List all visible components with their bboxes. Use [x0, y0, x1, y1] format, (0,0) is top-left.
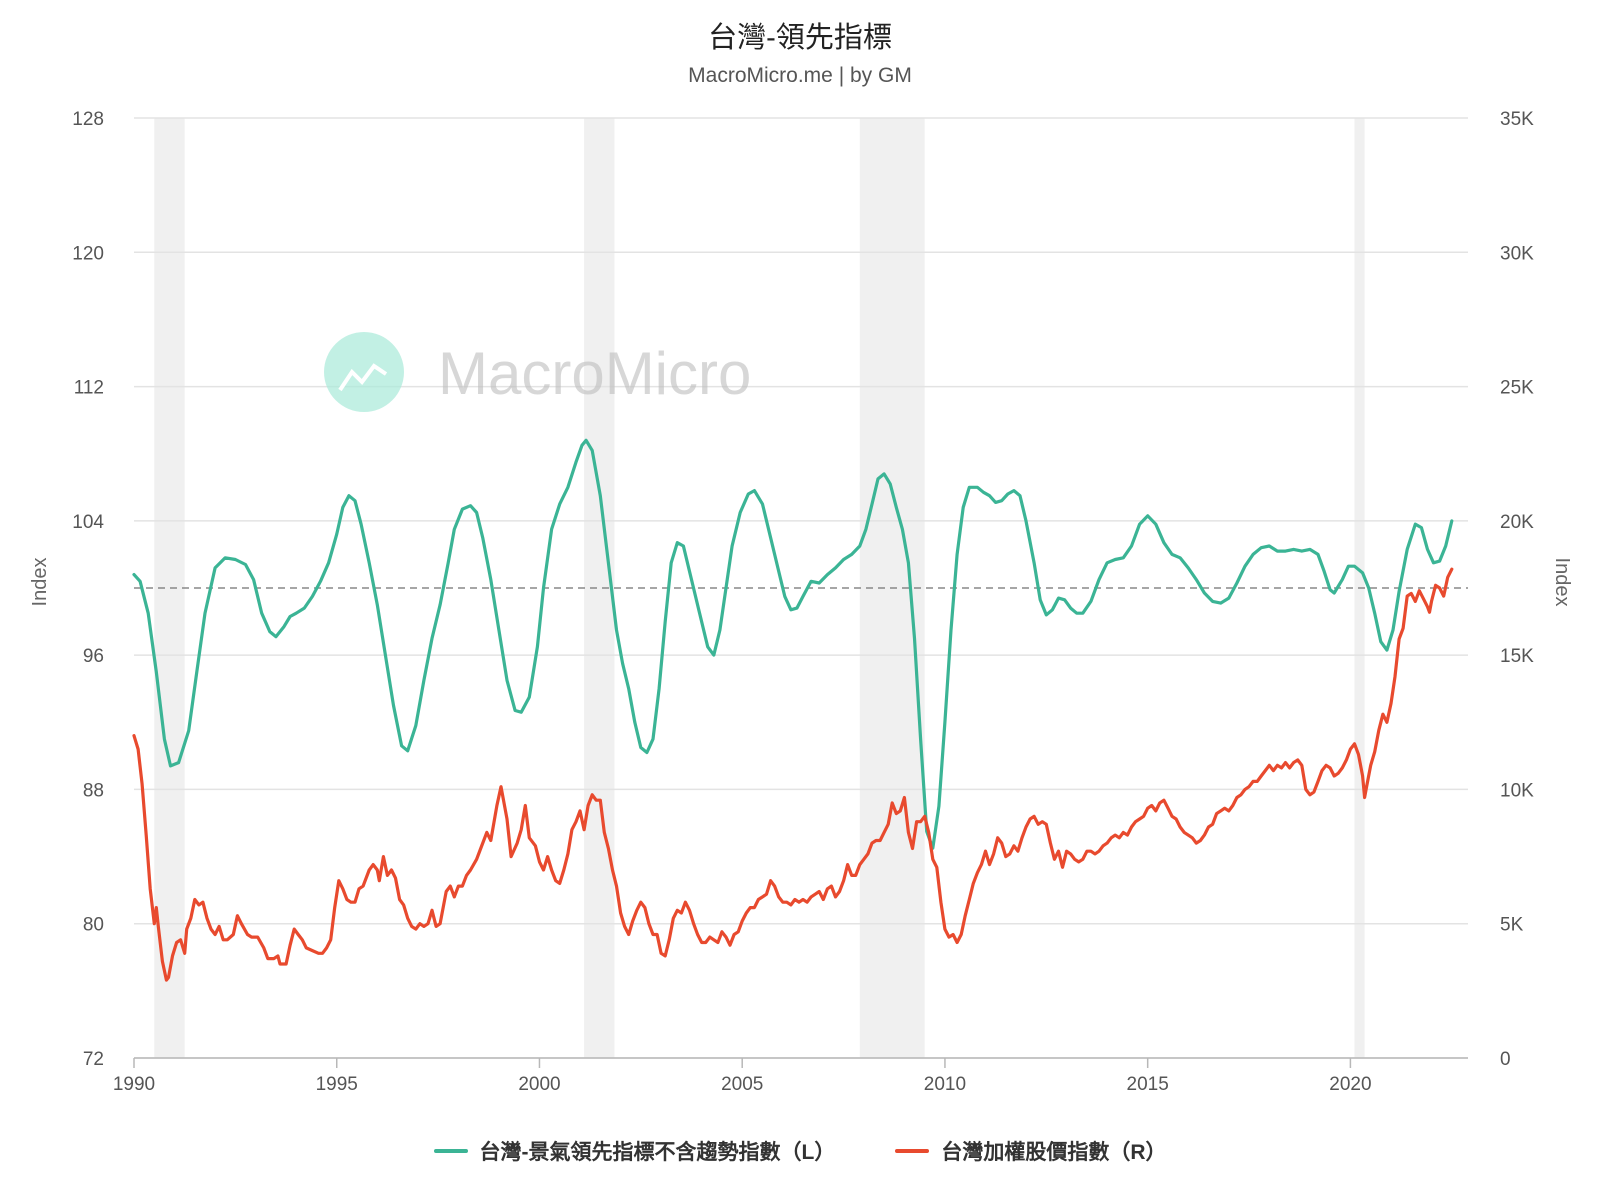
- right-tick-label: 15K: [1500, 646, 1534, 667]
- x-tick-label: 2020: [1329, 1074, 1371, 1095]
- series-line-taiex: [132, 567, 1454, 982]
- legend-label-leading-index: 台灣-景氣領先指標不含趨勢指數（L）: [479, 1141, 836, 1164]
- left-tick-label: 72: [83, 1049, 104, 1070]
- x-tick-label: 2005: [721, 1074, 763, 1095]
- right-tick-label: 25K: [1500, 378, 1534, 399]
- left-axis-ticks: 72 80 88 96 104 112 120 128: [72, 109, 104, 1070]
- left-tick-label: 120: [72, 243, 104, 264]
- watermark-logo-icon: [324, 332, 404, 412]
- chart-subtitle: MacroMicro.me | by GM: [688, 64, 912, 87]
- watermark-logo-chart-icon: [338, 363, 388, 392]
- legend-label-taiex: 台灣加權股價指數（R）: [941, 1141, 1167, 1164]
- right-tick-label: 0: [1500, 1049, 1511, 1070]
- right-tick-label: 30K: [1500, 243, 1534, 264]
- x-tick-label: 1990: [113, 1074, 155, 1095]
- x-tick-label: 2010: [924, 1074, 966, 1095]
- right-tick-label: 10K: [1500, 780, 1534, 801]
- left-tick-label: 88: [83, 780, 104, 801]
- right-axis-ticks: 0 5K 10K 15K 20K 25K 30K 35K: [1500, 109, 1534, 1070]
- legend: 台灣-景氣領先指標不含趨勢指數（L） 台灣加權股價指數（R）: [0, 1136, 1600, 1166]
- left-tick-label: 80: [83, 915, 104, 936]
- left-tick-label: 112: [74, 378, 104, 399]
- watermark: MacroMicro: [324, 332, 751, 412]
- right-tick-label: 20K: [1500, 512, 1534, 533]
- left-tick-label: 96: [83, 646, 104, 667]
- right-tick-label: 35K: [1500, 109, 1534, 130]
- watermark-text: MacroMicro: [438, 340, 751, 407]
- recession-band-1: [584, 118, 615, 1058]
- x-axis-ticks: 1990 1995 2000 2005 2010 2015 2020: [113, 1058, 1372, 1095]
- series-group: [132, 438, 1454, 982]
- chart-title: 台灣-領先指標: [708, 22, 892, 54]
- left-tick-label: 104: [72, 512, 104, 533]
- series-line-leading-index: [132, 438, 1454, 850]
- right-axis-title: Index: [1551, 558, 1573, 607]
- x-tick-label: 2015: [1127, 1074, 1169, 1095]
- x-tick-label: 1995: [316, 1074, 358, 1095]
- legend-item-taiex[interactable]: 台灣加權股價指數（R）: [895, 1136, 1167, 1166]
- legend-swatch-taiex: [895, 1149, 930, 1153]
- legend-item-leading-index[interactable]: 台灣-景氣領先指標不含趨勢指數（L）: [433, 1136, 836, 1166]
- legend-swatch-leading-index: [433, 1149, 468, 1153]
- x-tick-label: 2000: [518, 1074, 560, 1095]
- left-tick-label: 128: [72, 109, 104, 130]
- right-tick-label: 5K: [1500, 915, 1524, 936]
- left-axis-title: Index: [29, 558, 51, 607]
